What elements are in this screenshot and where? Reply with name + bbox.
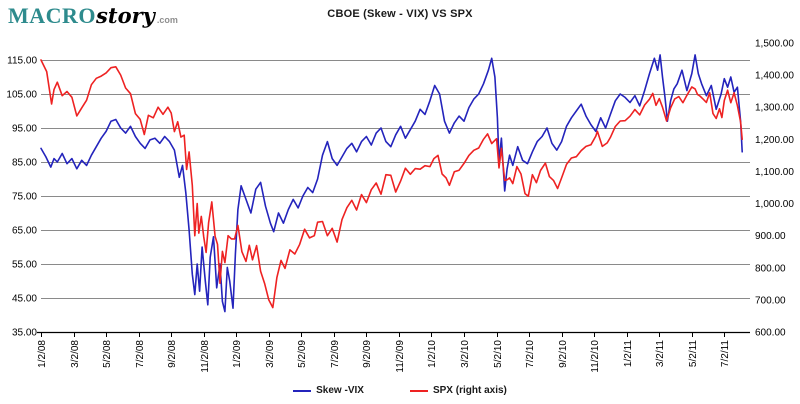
y-axis-label-left: 105.00 — [6, 90, 37, 101]
x-axis-label: 9/2/08 — [167, 340, 178, 368]
x-axis-label: 1/2/08 — [37, 340, 48, 368]
legend-label-spx: SPX (right axis) — [432, 385, 507, 396]
y-axis-label-left: 35.00 — [12, 328, 37, 339]
y-axis-label-right: 1,300.00 — [755, 103, 794, 114]
y-axis-label-right: 600.00 — [755, 328, 786, 339]
y-axis-label-left: 75.00 — [12, 192, 37, 203]
x-axis-label: 3/2/11 — [655, 340, 666, 367]
y-axis-label-right: 1,500.00 — [755, 39, 794, 50]
y-axis-label-left: 65.00 — [12, 226, 37, 237]
x-axis-label: 9/2/10 — [558, 340, 569, 368]
x-axis-label: 5/2/10 — [493, 340, 504, 368]
legend-item-spx: SPX (right axis) — [409, 385, 507, 396]
legend-label-skew-vix: Skew -VIX — [316, 385, 364, 396]
x-axis-label: 11/2/08 — [200, 340, 211, 373]
y-axis-label-right: 1,100.00 — [755, 167, 794, 178]
y-axis-label-right: 700.00 — [755, 295, 786, 306]
logo-tld-text: .com — [156, 15, 178, 25]
y-axis-label-left: 45.00 — [12, 294, 37, 305]
y-axis-label-right: 900.00 — [755, 231, 786, 242]
y-axis-label-left: 85.00 — [12, 158, 37, 169]
series-line-skew-vix — [40, 54, 744, 313]
x-axis-label: 7/2/09 — [330, 340, 341, 368]
x-axis-label: 7/2/11 — [720, 340, 731, 367]
x-axis-label: 1/2/10 — [427, 340, 438, 368]
y-axis-label-right: 1,200.00 — [755, 135, 794, 146]
logo-macro-text: MACRO — [8, 3, 97, 28]
logo-story-text: story — [96, 3, 155, 28]
legend-item-skew-vix: Skew -VIX — [293, 385, 364, 396]
x-axis-label: 1/2/11 — [623, 340, 634, 367]
x-axis-label: 3/2/09 — [265, 340, 276, 368]
y-axis-label-left: 115.00 — [7, 56, 37, 67]
x-axis-label: 3/2/10 — [460, 340, 471, 368]
legend-swatch-skew-vix — [293, 389, 312, 392]
chart-legend: Skew -VIX SPX (right axis) — [0, 385, 800, 396]
x-axis-label: 11/2/09 — [395, 340, 406, 373]
y-axis-label-right: 1,400.00 — [755, 71, 794, 82]
x-axis-label: 7/2/08 — [135, 340, 146, 368]
x-axis-label: 11/2/10 — [590, 340, 601, 373]
y-axis-label-left: 55.00 — [12, 260, 37, 271]
legend-swatch-spx — [409, 389, 428, 392]
x-axis-label: 9/2/09 — [362, 340, 373, 368]
x-axis-label: 3/2/08 — [70, 340, 81, 368]
chart-title: CBOE (Skew - VIX) VS SPX — [327, 8, 473, 20]
y-axis-label-right: 1,000.00 — [755, 199, 794, 210]
y-axis-label-left: 95.00 — [12, 124, 37, 135]
macrostory-logo: MACROstory .com — [8, 3, 178, 29]
x-axis-label: 5/2/11 — [688, 340, 699, 367]
x-axis-label: 5/2/09 — [297, 340, 308, 368]
x-axis-label: 7/2/10 — [525, 340, 536, 368]
y-axis-label-right: 800.00 — [755, 263, 786, 274]
x-axis-label: 5/2/08 — [102, 340, 113, 368]
series-line-spx — [40, 59, 744, 309]
x-axis-label: 1/2/09 — [232, 340, 243, 368]
